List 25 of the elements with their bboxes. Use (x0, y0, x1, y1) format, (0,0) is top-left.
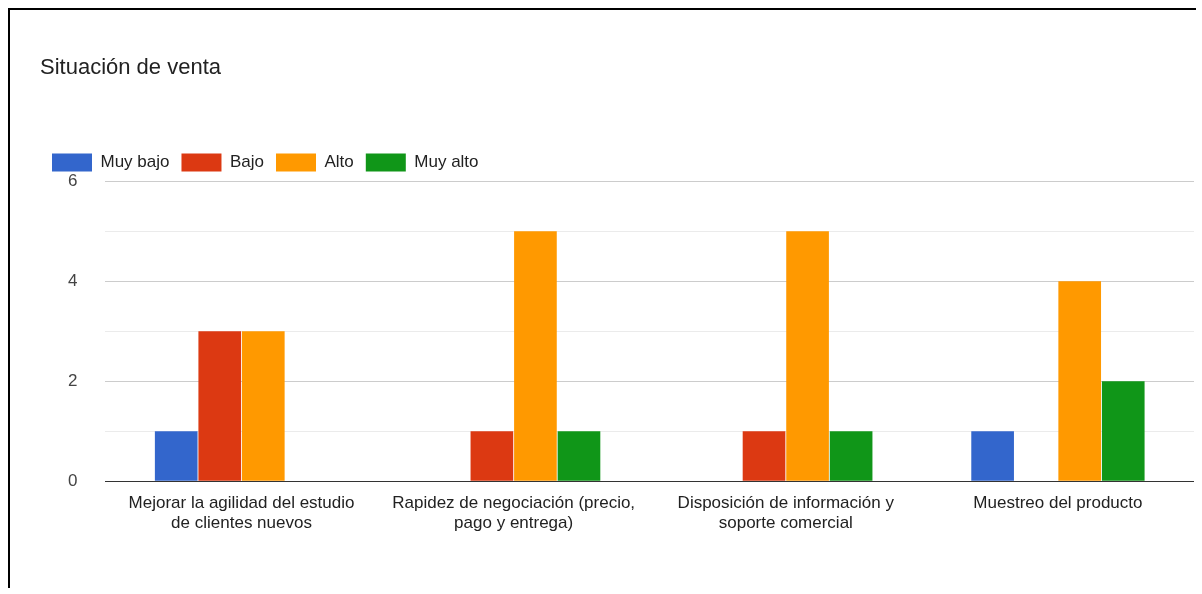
x-tick-label: Disposición de información y soporte comercial (677, 493, 895, 533)
bar (154, 431, 198, 481)
x-tick-label: Muestreo del producto (973, 493, 1143, 513)
bar (971, 431, 1014, 481)
y-tick-label: 2 (67, 370, 78, 390)
bar (1058, 281, 1102, 481)
bar (557, 431, 601, 481)
bar (829, 431, 873, 481)
bar (198, 331, 242, 481)
bar (514, 231, 557, 481)
bar (470, 431, 514, 481)
legend-label: Alto (324, 152, 354, 172)
bar (241, 331, 285, 481)
legend-label: Bajo (229, 152, 265, 172)
bar (1101, 381, 1145, 481)
y-tick-label: 6 (67, 171, 78, 191)
y-tick-label: 4 (67, 271, 78, 291)
bar (786, 231, 829, 481)
legend-label: Muy bajo (100, 152, 170, 172)
x-tick-label: Mejorar la agilidad del estudio de clientes nuevos (128, 493, 355, 533)
x-tick-label: Rapidez de negociación (precio, pago y entrega) (392, 493, 636, 533)
y-tick-label: 0 (67, 470, 78, 490)
legend-label: Muy alto (414, 152, 479, 172)
chart-title: Situación de venta (40, 54, 222, 80)
bar (742, 431, 786, 481)
